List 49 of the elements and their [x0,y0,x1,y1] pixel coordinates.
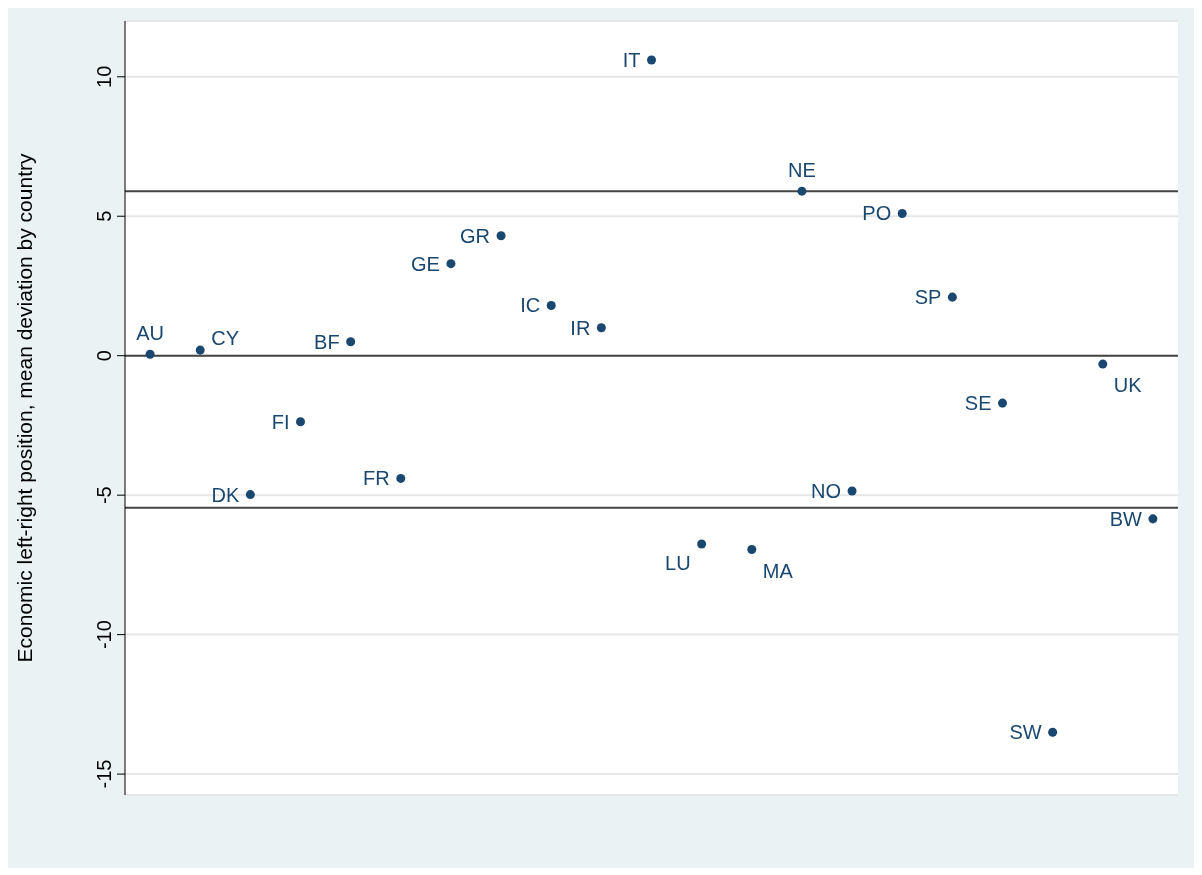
data-label: SP [914,286,942,309]
data-label: DK [211,483,240,506]
point [546,300,556,310]
point [997,398,1008,408]
point [697,539,707,549]
data-label: SE [964,392,992,415]
point [496,231,506,241]
point [947,292,957,302]
data-label: PO [862,202,892,225]
y-tick-label: -10 [93,620,115,650]
point [646,55,657,65]
data-label: MA [762,559,794,582]
y-axis-title: Economic left-right position, mean deviation by country [13,153,37,663]
point [396,473,406,483]
point [295,417,306,427]
point [747,545,757,555]
data-label: IC [520,294,541,317]
y-tick-label: -15 [93,759,115,789]
data-label: IT [622,49,641,72]
data-label: NE [788,159,816,182]
y-tick-label: 5 [93,210,115,222]
y-tick-label: 0 [93,350,115,362]
data-label: GE [411,252,440,275]
data-label: UK [1113,374,1143,397]
data-label: SW [1009,721,1042,744]
data-label: FI [271,410,290,433]
data-label: LU [665,551,691,574]
y-tick-label: 10 [93,65,115,88]
point [346,337,356,347]
point [847,486,857,496]
point [1098,359,1108,369]
data-label: FR [363,467,390,490]
point [596,323,606,333]
data-label: AU [136,322,164,345]
point [1048,727,1058,737]
point [195,345,205,355]
point [1148,514,1158,524]
data-label: BW [1109,507,1143,530]
data-label: BF [314,330,340,353]
data-label: IR [570,316,591,339]
data-label: NO [811,479,842,502]
point [797,186,807,196]
point [245,490,255,500]
y-tick-label: -5 [93,486,115,505]
point [446,259,456,269]
point [897,208,907,218]
data-label: CY [211,327,240,350]
data-label: GR [460,224,491,247]
point [145,349,155,359]
